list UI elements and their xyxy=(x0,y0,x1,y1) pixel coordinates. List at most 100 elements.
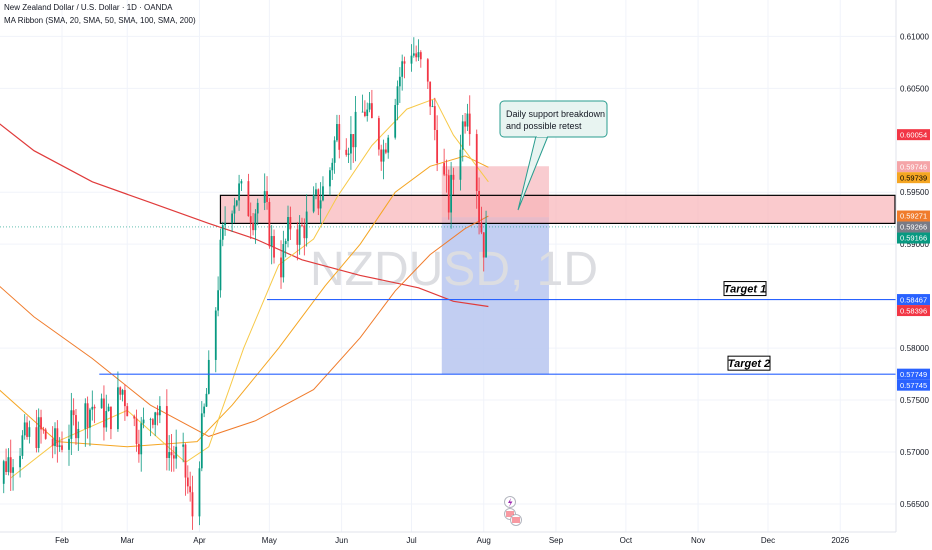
date-tick-label: Nov xyxy=(691,536,705,545)
target-lines[interactable]: Target 1 Target 2 xyxy=(99,281,896,375)
date-tick-label: Dec xyxy=(761,536,775,545)
candle-body xyxy=(172,455,175,459)
candle-body xyxy=(370,103,373,119)
candle-body xyxy=(154,412,157,425)
candle-body xyxy=(410,55,413,64)
candle-body xyxy=(93,406,96,409)
candle-body xyxy=(68,438,70,450)
price-badge-0.57749: 0.57749 xyxy=(900,370,927,379)
candle-body xyxy=(189,486,192,493)
candle-body xyxy=(350,134,352,154)
date-tick-label: Feb xyxy=(55,536,69,545)
candles xyxy=(2,37,487,530)
price-tick-label: 0.57000 xyxy=(900,448,929,457)
symbol-watermark: NZDUSD, 1D xyxy=(310,243,598,296)
candle-body xyxy=(394,105,397,138)
candle-body xyxy=(319,200,322,209)
candle-body xyxy=(266,191,268,202)
candle-body xyxy=(312,194,315,212)
candle-body xyxy=(419,52,422,60)
event-markers[interactable] xyxy=(504,496,522,526)
candle-body xyxy=(165,406,168,459)
candle-body xyxy=(380,149,383,162)
price-badge-bg xyxy=(897,161,930,173)
candle-body xyxy=(415,53,418,58)
candle-body xyxy=(156,412,159,416)
candle-body xyxy=(396,86,399,106)
candle-body xyxy=(42,429,45,431)
candle-body xyxy=(51,438,54,447)
price-badge-bg xyxy=(897,294,930,306)
target-label-box-1 xyxy=(723,281,767,297)
candle-body xyxy=(468,113,471,135)
candle-body xyxy=(23,422,26,436)
candle-body xyxy=(429,81,432,107)
candle-body xyxy=(412,53,415,56)
price-badge-0.59739: 0.59739 xyxy=(900,173,927,182)
candle-body xyxy=(377,118,380,150)
candle-body xyxy=(303,225,306,239)
candle-body xyxy=(158,406,161,416)
price-badge-bg xyxy=(897,172,930,184)
candle-body xyxy=(329,170,331,187)
candle-body xyxy=(35,427,38,448)
candle-body xyxy=(214,310,217,360)
candle-body xyxy=(107,406,110,411)
candle-body xyxy=(296,229,299,245)
candle-body xyxy=(7,457,10,473)
price-badge-0.59266: 0.59266 xyxy=(900,223,927,232)
candle-body xyxy=(287,216,289,242)
candle-body xyxy=(301,224,303,226)
candle-body xyxy=(305,211,308,239)
candle-body xyxy=(151,419,154,425)
candle-body xyxy=(182,444,185,447)
sma100-line xyxy=(0,215,489,437)
candle-body xyxy=(2,461,5,484)
candle-body xyxy=(37,417,40,448)
candle-body xyxy=(170,452,173,456)
take-profit-zone[interactable] xyxy=(441,217,549,375)
flag-glyph-2 xyxy=(512,517,520,523)
candle-body xyxy=(126,406,129,417)
price-tick-label: 0.61000 xyxy=(900,32,929,41)
price-axis[interactable]: 0.61000 0.60500 0.59500 0.59000 0.58000 0.575… xyxy=(900,32,929,509)
sma50-line xyxy=(0,155,489,448)
time-axis[interactable]: Feb Mar Apr May Jun Jul Aug Sep Oct Nov Dec 2026 xyxy=(55,536,850,545)
candle-body xyxy=(44,429,47,439)
price-badge-bg xyxy=(897,232,930,244)
candle-body xyxy=(382,149,385,162)
candle-body xyxy=(72,410,75,416)
support-zone-rectangle[interactable] xyxy=(219,194,896,224)
candle-body xyxy=(333,140,336,163)
price-badge-0.57745: 0.57745 xyxy=(900,381,927,390)
date-tick-label: Oct xyxy=(620,536,633,545)
candle-body xyxy=(89,409,91,428)
candle-body xyxy=(256,202,259,214)
callout-box[interactable]: Daily support breakdown and possible ret… xyxy=(499,100,608,211)
candle-body xyxy=(443,163,446,175)
candle-body xyxy=(315,189,317,195)
candle-body xyxy=(124,390,126,407)
candle-body xyxy=(240,181,243,184)
candle-body xyxy=(224,222,226,226)
candle-body xyxy=(103,398,105,428)
candle-body xyxy=(198,468,201,517)
candle-body xyxy=(366,109,369,117)
callout-line-1: Daily support breakdown xyxy=(506,109,605,119)
candle-body xyxy=(26,422,28,437)
candle-body xyxy=(485,222,487,258)
indicator-label[interactable]: MA Ribbon (SMA, 20, SMA, 50, SMA, 100, S… xyxy=(4,16,196,25)
candle-body xyxy=(270,236,273,247)
candle-body xyxy=(403,61,406,64)
price-badges: 0.60054 0.59746 0.59739 0.59271 0.59266 0.591… xyxy=(897,129,930,391)
candle-body xyxy=(450,174,453,213)
candle-body xyxy=(137,443,140,455)
price-badge-bg xyxy=(897,129,930,141)
candle-body xyxy=(338,124,341,150)
callout-cover xyxy=(537,134,547,137)
drawing-zones[interactable] xyxy=(0,166,896,375)
candle-body xyxy=(133,416,136,419)
candle-body xyxy=(268,201,271,247)
candle-body xyxy=(110,406,112,430)
